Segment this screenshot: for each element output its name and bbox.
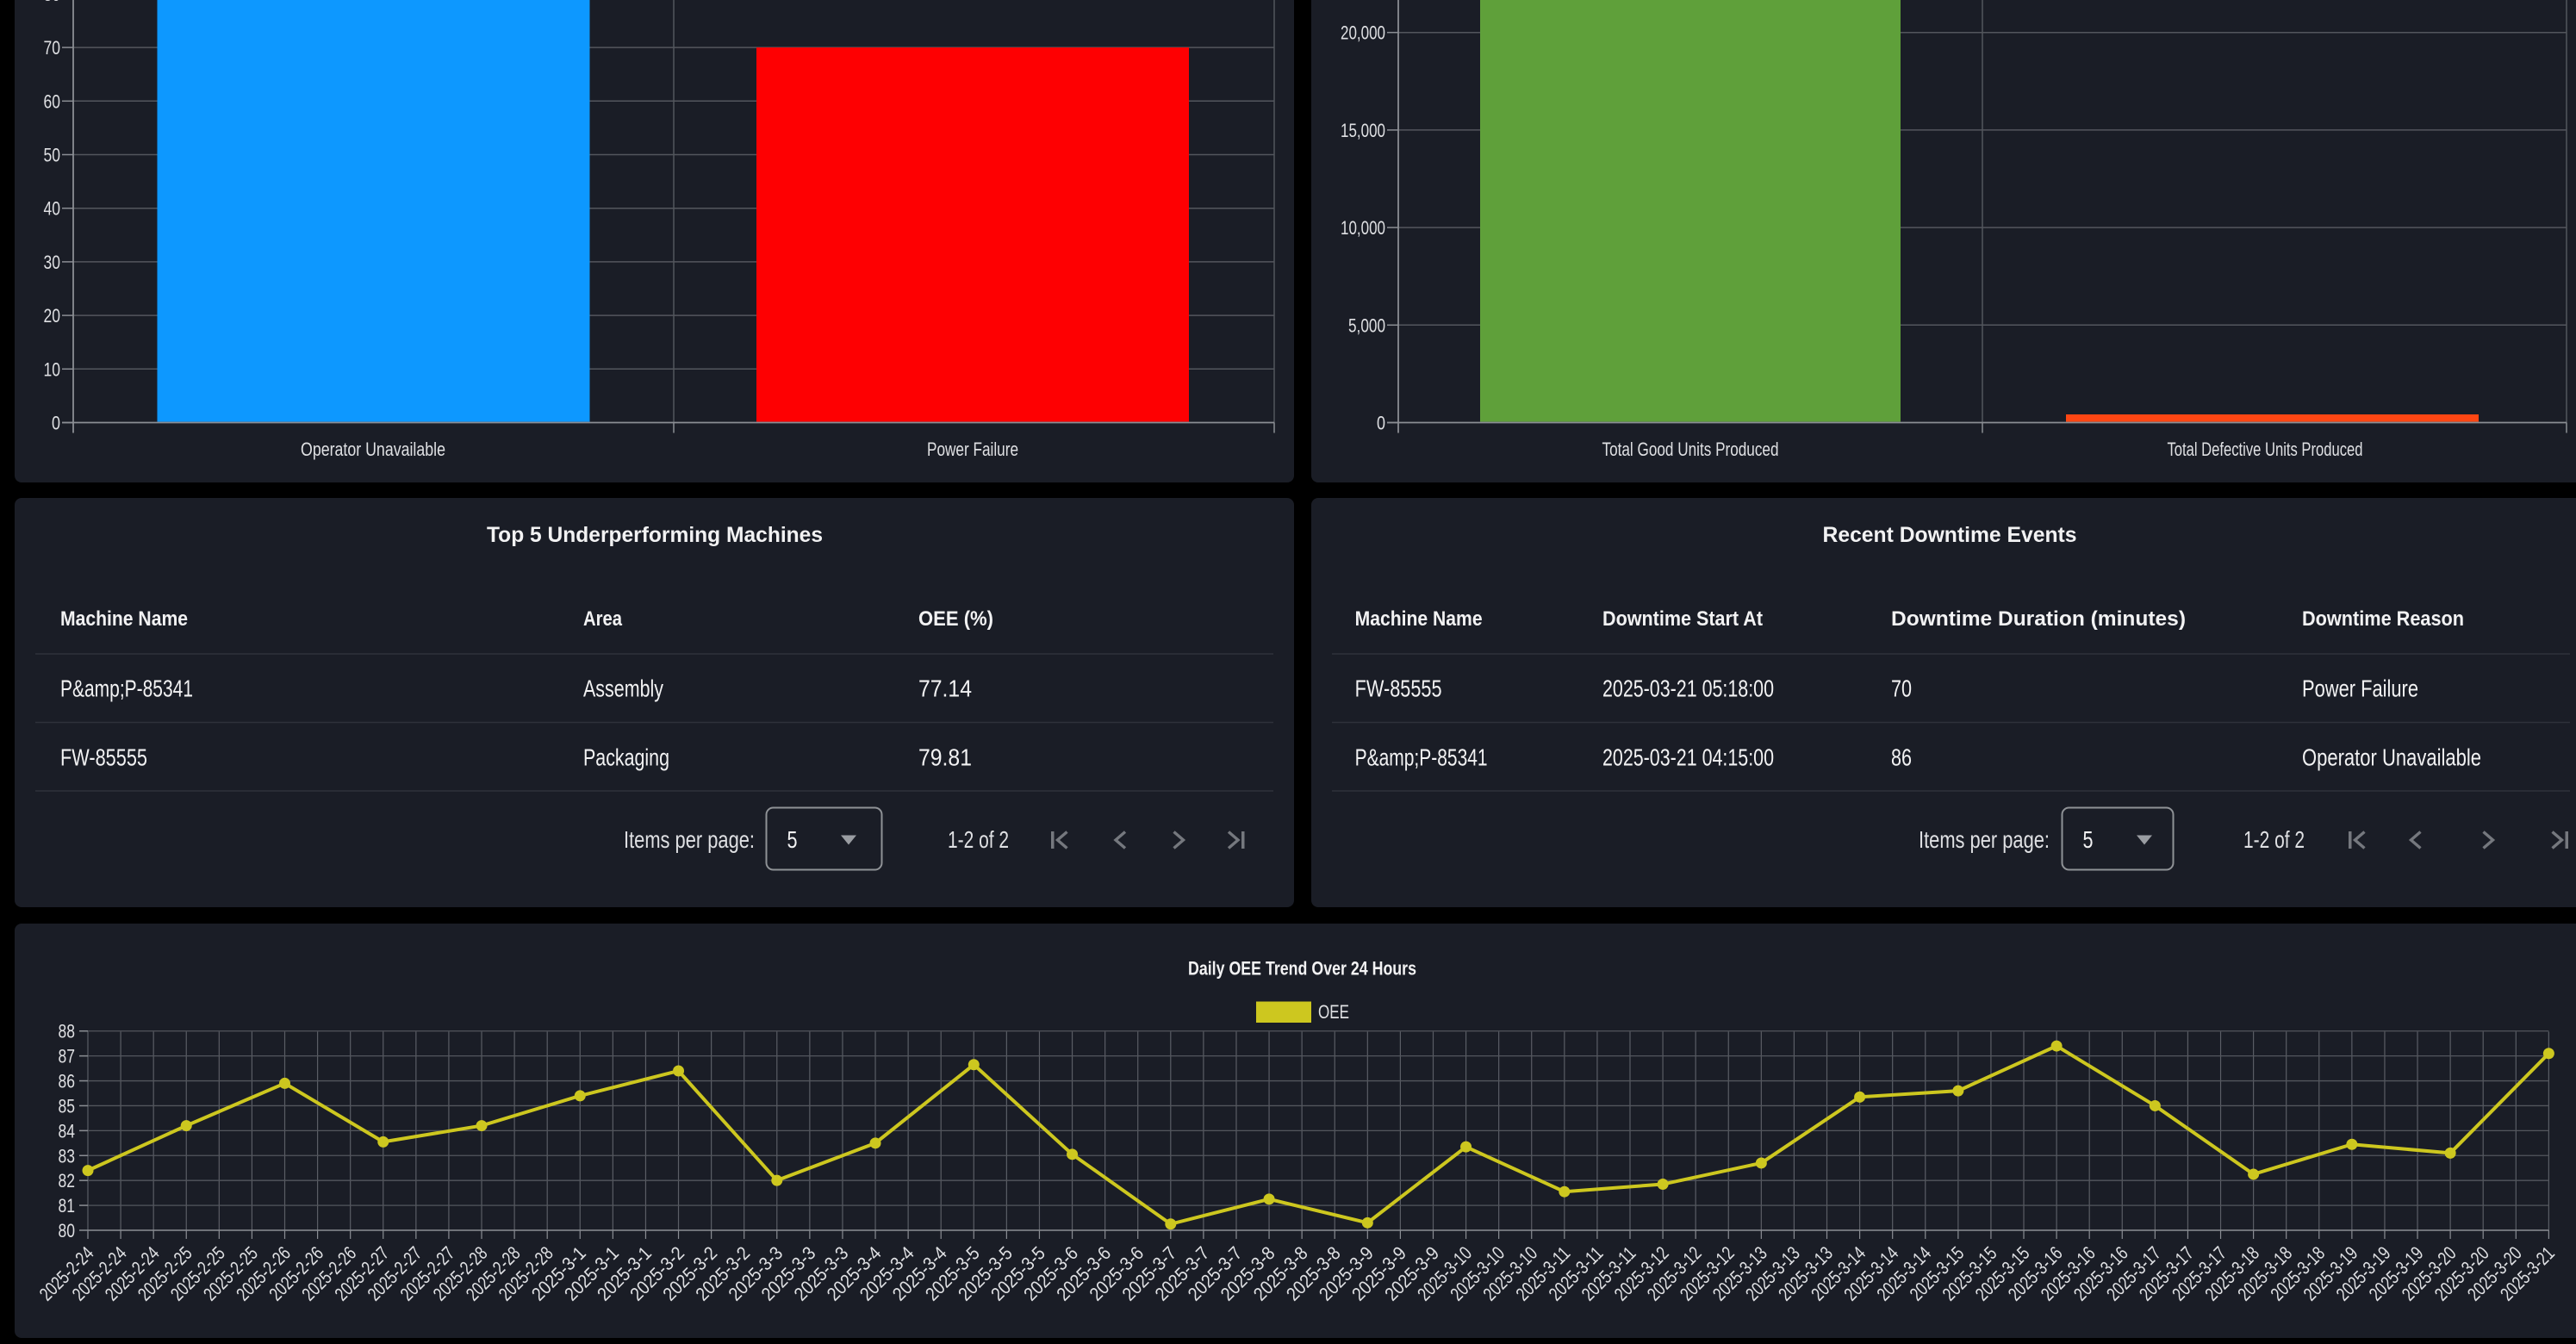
svg-text:1-2 of 2: 1-2 of 2: [2243, 826, 2305, 853]
svg-text:84: 84: [59, 1120, 76, 1142]
svg-text:Operator Unavailable: Operator Unavailable: [2302, 744, 2481, 771]
svg-text:70: 70: [44, 37, 61, 59]
svg-text:Operator Unavailable: Operator Unavailable: [301, 439, 445, 460]
svg-text:20: 20: [44, 305, 61, 327]
svg-text:77.14: 77.14: [918, 675, 972, 702]
svg-text:20,000: 20,000: [1341, 22, 1385, 44]
svg-text:Packaging: Packaging: [583, 744, 669, 771]
svg-text:5,000: 5,000: [1348, 314, 1385, 336]
svg-text:OEE (%): OEE (%): [918, 607, 993, 631]
svg-text:80: 80: [44, 0, 61, 5]
svg-text:Daily OEE Trend Over 24 Hours: Daily OEE Trend Over 24 Hours: [1188, 958, 1416, 980]
svg-text:60: 60: [44, 90, 61, 112]
svg-text:87: 87: [59, 1046, 76, 1067]
svg-text:2025-03-21 04:15:00: 2025-03-21 04:15:00: [1602, 744, 1774, 771]
svg-text:70: 70: [1891, 675, 1912, 702]
svg-text:Downtime Reason: Downtime Reason: [2302, 607, 2464, 631]
svg-text:FW-85555: FW-85555: [1355, 675, 1442, 702]
svg-text:86: 86: [1891, 744, 1912, 771]
svg-text:86: 86: [59, 1071, 76, 1092]
svg-text:Items per page:: Items per page:: [1919, 826, 2050, 853]
svg-text:Downtime Duration (minutes): Downtime Duration (minutes): [1891, 607, 2186, 631]
svg-text:Area: Area: [583, 607, 623, 631]
svg-text:81: 81: [59, 1195, 76, 1216]
svg-text:Recent Downtime Events: Recent Downtime Events: [1823, 523, 2077, 547]
svg-text:2025-03-21 05:18:00: 2025-03-21 05:18:00: [1602, 675, 1774, 702]
svg-text:15,000: 15,000: [1341, 120, 1385, 141]
svg-text:Power Failure: Power Failure: [927, 439, 1018, 460]
svg-text:Total Good Units Produced: Total Good Units Produced: [1602, 439, 1779, 460]
svg-text:40: 40: [44, 198, 61, 220]
svg-text:Assembly: Assembly: [583, 675, 663, 702]
svg-text:5: 5: [787, 826, 798, 853]
svg-text:10: 10: [44, 358, 61, 380]
svg-text:50: 50: [44, 145, 61, 166]
svg-text:10,000: 10,000: [1341, 217, 1385, 239]
svg-text:Machine Name: Machine Name: [60, 607, 188, 631]
svg-text:80: 80: [59, 1220, 76, 1241]
svg-text:82: 82: [59, 1170, 76, 1192]
svg-text:85: 85: [59, 1095, 76, 1117]
svg-text:Downtime Start At: Downtime Start At: [1602, 607, 1763, 631]
svg-text:88: 88: [59, 1021, 76, 1042]
svg-text:1-2 of 2: 1-2 of 2: [948, 826, 1009, 853]
svg-text:OEE: OEE: [1318, 1001, 1349, 1023]
svg-text:79.81: 79.81: [918, 744, 972, 771]
svg-text:P&amp;P-85341: P&amp;P-85341: [1355, 744, 1488, 771]
svg-text:5: 5: [2083, 826, 2094, 853]
svg-text:30: 30: [44, 252, 61, 273]
svg-text:Items per page:: Items per page:: [624, 826, 755, 853]
svg-text:83: 83: [59, 1145, 76, 1167]
svg-text:0: 0: [1377, 413, 1385, 434]
svg-text:Total Defective Units Produced: Total Defective Units Produced: [2168, 439, 2363, 460]
svg-text:Machine Name: Machine Name: [1355, 607, 1483, 631]
svg-text:P&amp;P-85341: P&amp;P-85341: [60, 675, 193, 702]
svg-text:0: 0: [52, 413, 60, 434]
svg-text:FW-85555: FW-85555: [60, 744, 147, 771]
svg-text:Power Failure: Power Failure: [2302, 675, 2418, 702]
svg-text:Top 5 Underperforming Machines: Top 5 Underperforming Machines: [487, 523, 823, 547]
